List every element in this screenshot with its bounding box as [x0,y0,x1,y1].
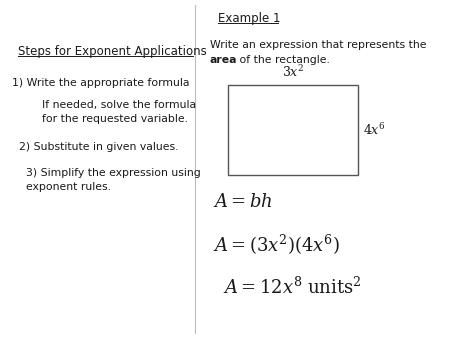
Text: Write an expression that represents the: Write an expression that represents the [210,40,427,50]
Text: of the rectangle.: of the rectangle. [236,55,330,65]
Text: for the requested variable.: for the requested variable. [28,114,188,124]
Text: 2) Substitute in given values.: 2) Substitute in given values. [12,142,179,152]
Bar [228,85,358,175]
Text: 3) Simplify the expression using: 3) Simplify the expression using [12,168,201,178]
Text: Steps for Exponent Applications: Steps for Exponent Applications [18,45,207,58]
Text: $3x^2$: $3x^2$ [282,64,304,80]
Text: $A = bh$: $A = bh$ [213,193,273,211]
Text: If needed, solve the formula: If needed, solve the formula [28,100,196,110]
Text: area: area [210,55,238,65]
Text: $A = (3x^2)(4x^6)$: $A = (3x^2)(4x^6)$ [213,233,340,257]
Text: $A = 12x^8 \ \mathrm{units}^2$: $A = 12x^8 \ \mathrm{units}^2$ [223,277,362,298]
Text: exponent rules.: exponent rules. [12,182,111,192]
Text: 1) Write the appropriate formula: 1) Write the appropriate formula [12,78,189,88]
Text: $4x^6$: $4x^6$ [363,122,386,138]
Text: Example 1: Example 1 [218,12,280,25]
